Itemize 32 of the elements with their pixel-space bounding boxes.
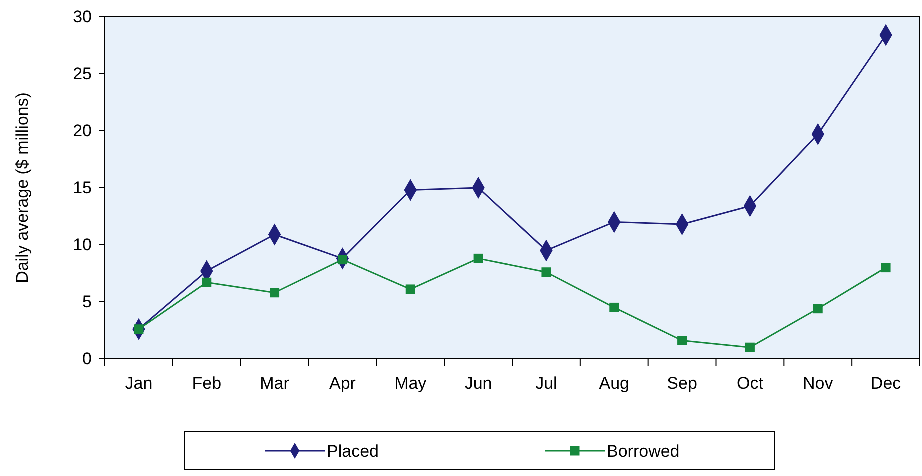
y-tick-label: 0 — [82, 349, 92, 368]
x-tick-label: Jul — [536, 374, 558, 394]
y-tick-label: 5 — [82, 292, 92, 312]
x-tick-label: May — [394, 374, 428, 394]
point — [270, 288, 280, 298]
x-tick-label: Mar — [260, 374, 290, 394]
point — [474, 254, 484, 264]
point — [542, 268, 552, 278]
point — [678, 336, 688, 346]
y-tick-label: 30 — [73, 7, 92, 26]
point — [745, 342, 755, 352]
y-tick-label: 25 — [73, 64, 92, 84]
x-tick-label: Aug — [599, 374, 630, 394]
x-tick-label: Nov — [803, 374, 834, 394]
point — [406, 284, 416, 294]
x-tick-label: Sep — [667, 374, 698, 394]
legend-label: Placed — [327, 442, 379, 461]
point — [202, 278, 212, 288]
point — [881, 263, 891, 273]
y-axis-title: Daily average ($ millions) — [13, 92, 32, 284]
x-tick-label: Jan — [125, 374, 153, 394]
legend-label: Borrowed — [607, 442, 680, 461]
x-tick-label: Oct — [736, 374, 764, 394]
point — [610, 302, 620, 312]
x-tick-label: Apr — [329, 374, 356, 394]
point — [813, 304, 823, 314]
x-tick-label: Jun — [464, 374, 492, 394]
x-tick-label: Feb — [192, 374, 222, 394]
y-tick-label: 10 — [73, 235, 92, 254]
y-tick-label: 20 — [73, 121, 92, 140]
x-tick-label: Dec — [870, 374, 902, 394]
y-tick-label: 15 — [73, 178, 92, 198]
